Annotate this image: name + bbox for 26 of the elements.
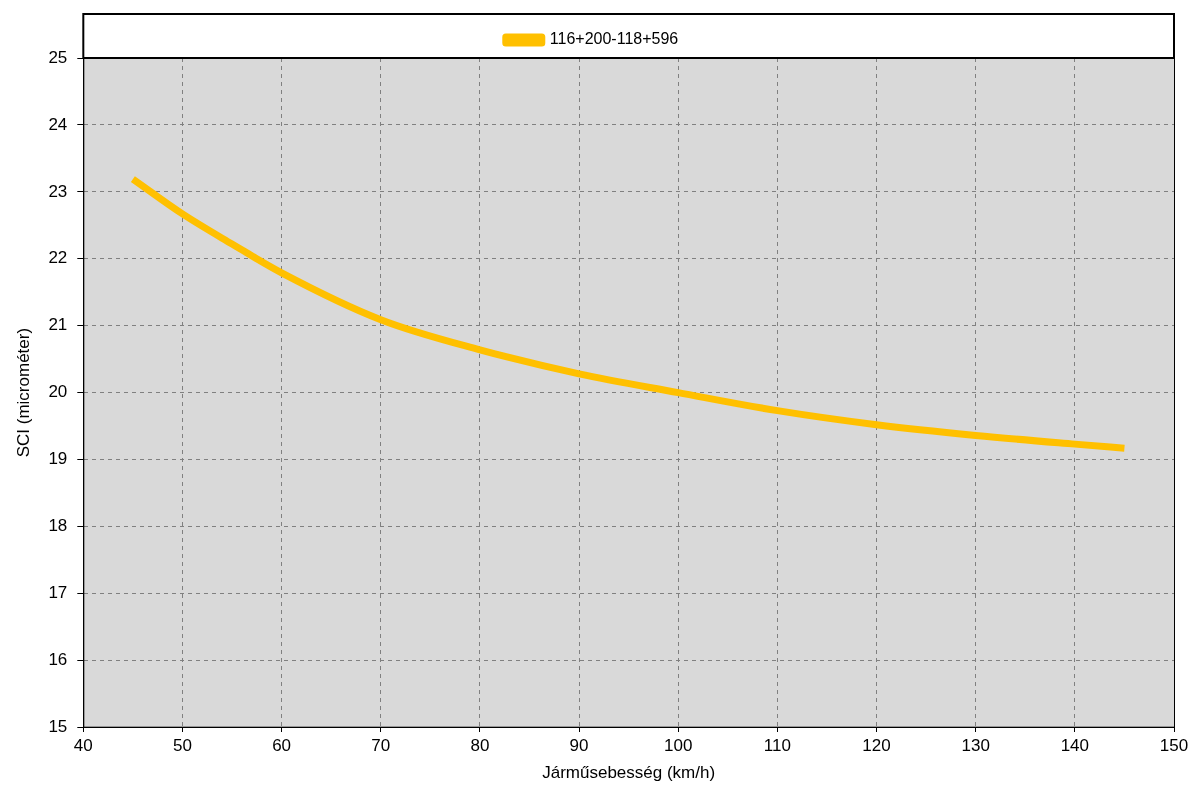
legend-label: 116+200-118+596 <box>549 30 679 48</box>
y-tick-label: 18 <box>48 516 68 536</box>
y-axis-title: SCI (microméter) <box>13 327 33 458</box>
x-tick-label: 110 <box>763 736 791 756</box>
x-tick-label: 40 <box>73 736 93 756</box>
x-tick-label: 80 <box>470 736 490 756</box>
x-axis-title: Járműsebesség (km/h) <box>542 763 716 783</box>
y-tick-label: 15 <box>48 716 68 736</box>
x-tick-label: 70 <box>371 736 391 756</box>
y-tick-label: 23 <box>48 181 68 201</box>
y-tick-label: 25 <box>48 47 68 67</box>
y-tick-label: 22 <box>48 248 68 268</box>
x-tick-label: 90 <box>569 736 589 756</box>
x-tick-label: 130 <box>961 736 990 756</box>
y-tick-label: 19 <box>48 449 68 469</box>
x-tick-label: 50 <box>173 736 192 756</box>
y-tick-label: 21 <box>48 315 68 335</box>
x-tick-label: 150 <box>1159 736 1189 756</box>
y-tick-label: 24 <box>48 114 68 134</box>
x-tick-label: 60 <box>272 736 292 756</box>
y-tick-label: 17 <box>48 583 68 603</box>
y-tick-label: 20 <box>48 382 68 402</box>
x-tick-label: 140 <box>1060 736 1090 756</box>
y-tick-label: 16 <box>48 649 68 669</box>
x-tick-label: 100 <box>664 736 693 756</box>
x-tick-label: 120 <box>862 736 891 756</box>
